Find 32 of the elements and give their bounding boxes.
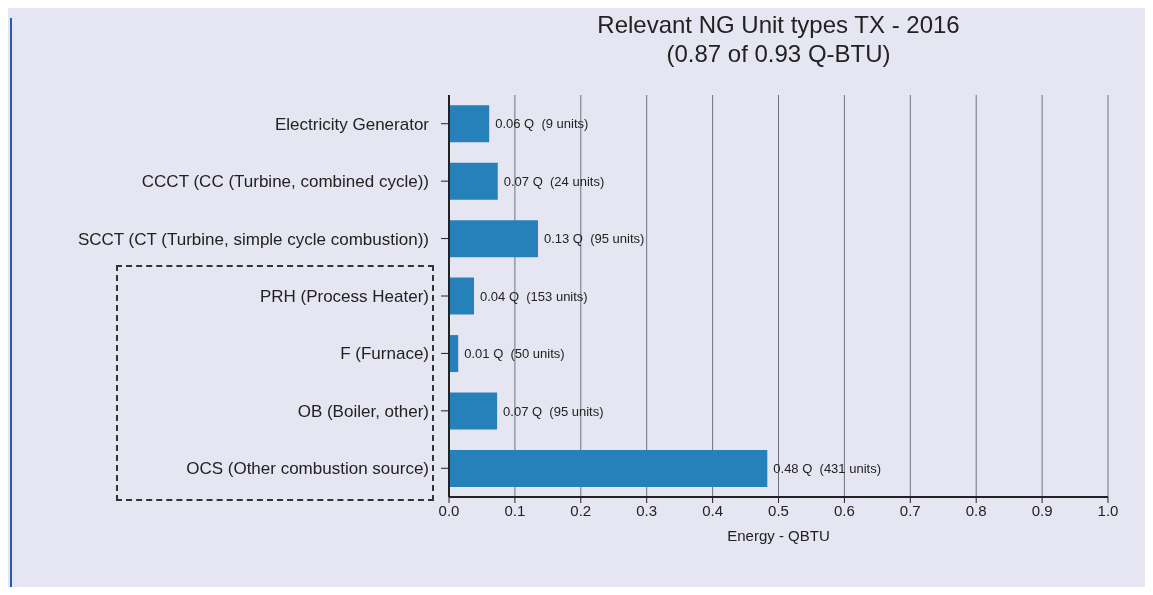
data-label: 0.01 Q (50 units) (464, 346, 565, 362)
x-tick-label: 0.3 (636, 501, 658, 519)
x-tick-label: 0.7 (899, 501, 921, 519)
bar (449, 392, 498, 430)
y-tick-label: OB (Boiler, other) (297, 401, 429, 421)
y-tick-label: F (Furnace) (340, 344, 429, 364)
data-label: 0.04 Q (153 units) (480, 288, 588, 304)
data-label: 0.13 Q (95 units) (543, 231, 645, 247)
y-tick-label: CCCT (CC (Turbine, combined cycle)) (141, 172, 429, 192)
y-tick-label: Electricity Generator (275, 114, 430, 134)
y-tick-label: PRH (Process Heater) (259, 287, 429, 307)
x-tick-label: 0.1 (504, 501, 526, 519)
bar (449, 449, 768, 487)
x-tick-label: 0.5 (768, 501, 789, 519)
x-tick-label: 0.4 (702, 501, 724, 519)
x-tick-label: 0.2 (570, 501, 592, 519)
data-label: 0.06 Q (9 units) (495, 116, 589, 132)
x-tick-label: 1.0 (1097, 501, 1119, 519)
bar (449, 277, 475, 315)
data-label: 0.07 Q (24 units) (503, 173, 605, 189)
bar (449, 220, 538, 258)
y-tick-label: OCS (Other combustion source) (186, 459, 429, 479)
x-axis-title: Energy - QBTU (727, 527, 830, 544)
chart-title: Relevant NG Unit types TX - 2016 (0.87 of 0.93 Q-BTU) (596, 10, 961, 68)
data-label: 0.07 Q (95 units) (503, 403, 604, 419)
x-tick-label: 0.0 (438, 501, 460, 519)
bar (449, 162, 498, 200)
y-tick-label: SCCT (CT (Turbine, simple cycle combustion)) (77, 229, 429, 249)
bar (449, 105, 490, 143)
x-tick-label: 0.8 (965, 501, 987, 519)
x-tick-label: 0.9 (1031, 501, 1053, 519)
x-tick-label: 0.6 (833, 501, 855, 519)
